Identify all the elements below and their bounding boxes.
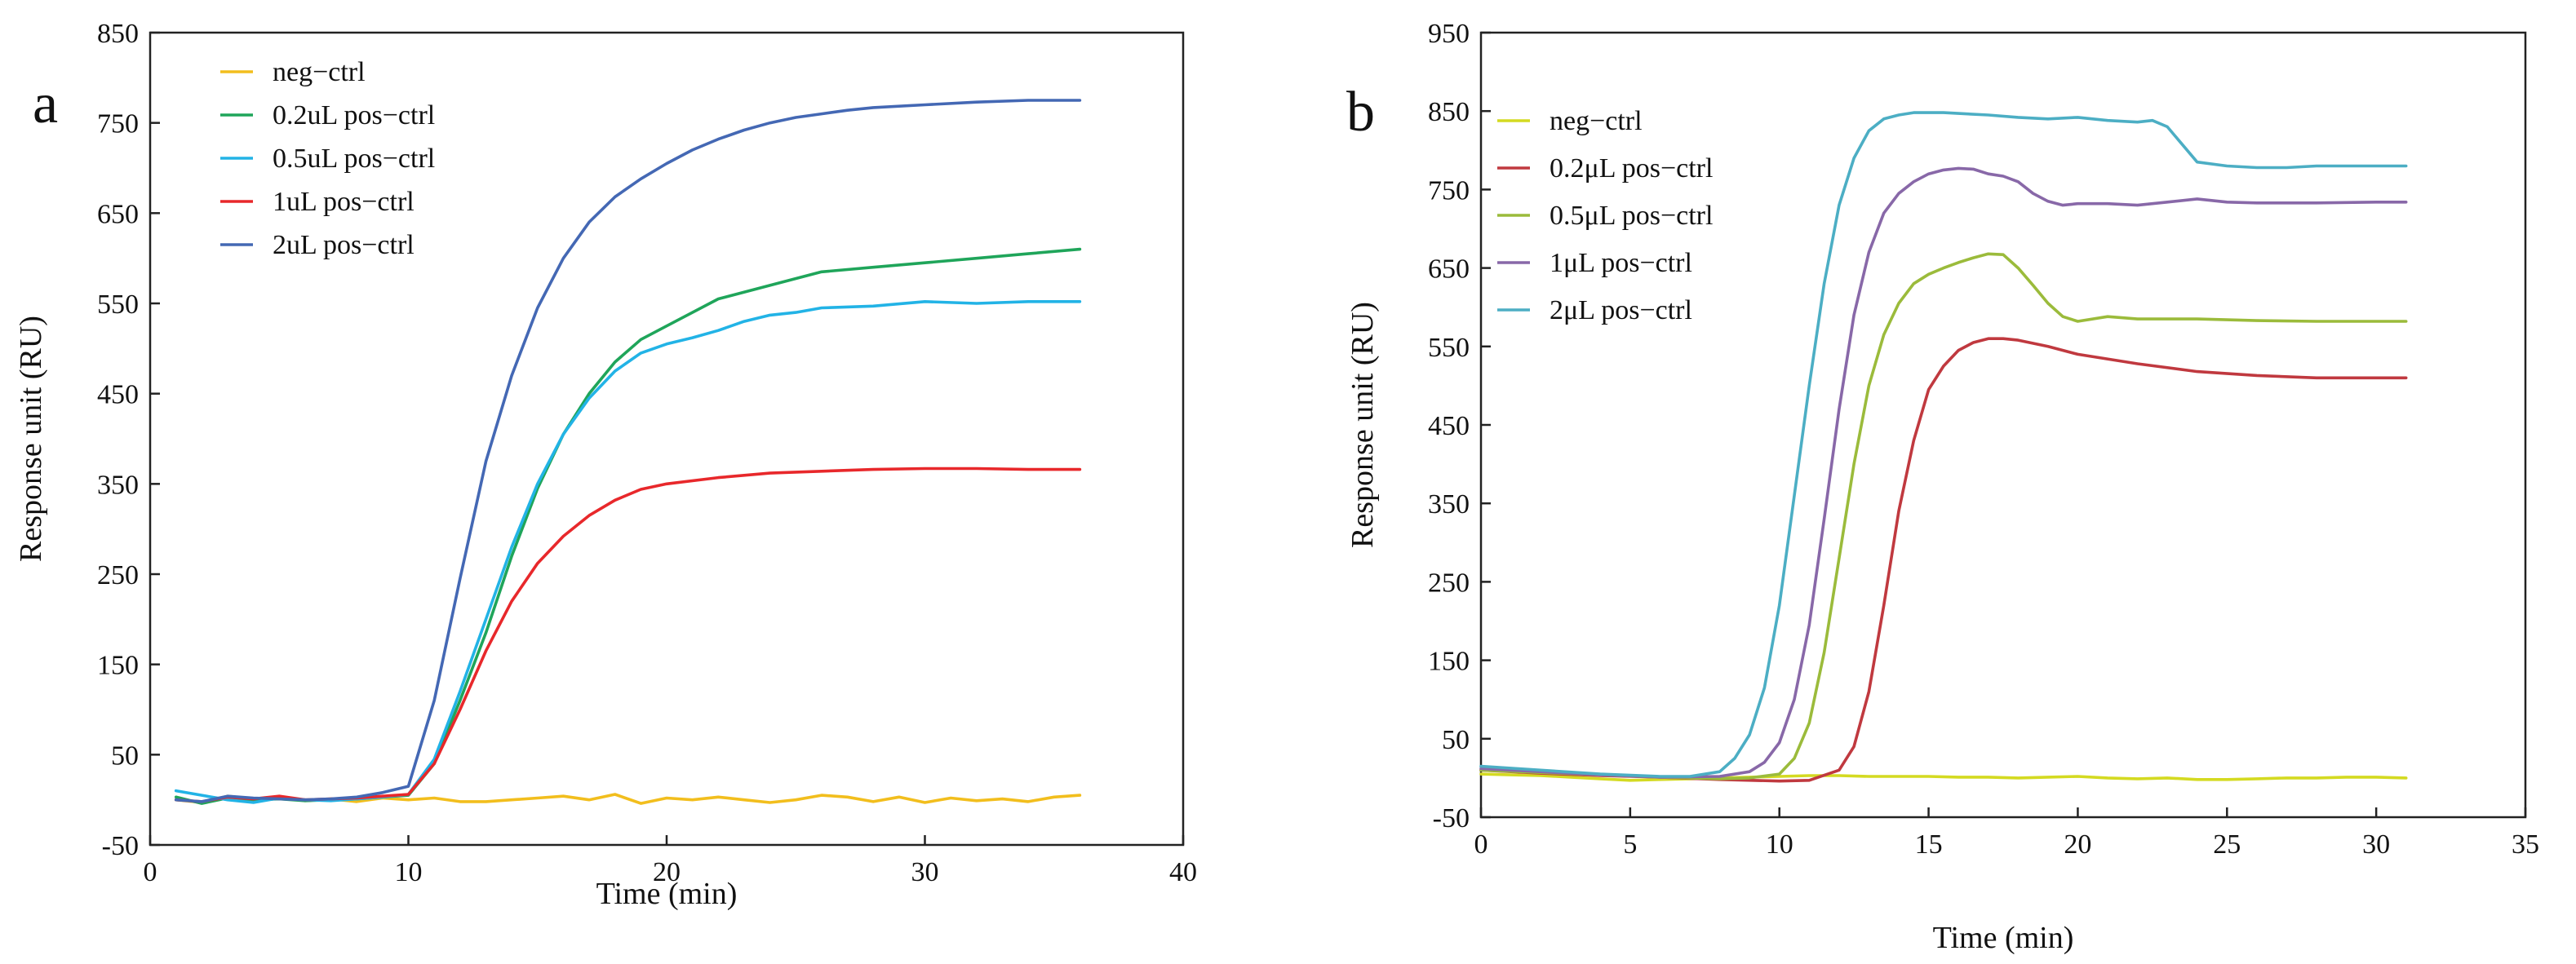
y-tick-label: 350: [1428, 489, 1470, 520]
legend: neg−ctrl 0.2uL pos−ctrl 0.5uL pos−ctrl 1uL …: [220, 57, 435, 260]
y-tick-label: 50: [1442, 725, 1470, 755]
y-tick-label: -50: [102, 831, 139, 861]
legend-entry: 0.5μL pos−ctrl: [1550, 201, 1713, 231]
plot-frame: [1479, 31, 2527, 819]
x-tick-label: 20: [653, 857, 681, 887]
y-tick-label: 950: [1428, 19, 1470, 49]
chart-panel-b: -50 50 150 250 350 450 550 650 750 850 950 0 5 10 15 20…: [1346, 19, 2539, 955]
y-tick-label: 50: [111, 741, 139, 771]
series-line-3: [1479, 252, 2408, 780]
series-line-4: [174, 467, 1082, 803]
y-tick-label: 650: [97, 199, 139, 229]
x-tick-label: 25: [2213, 829, 2241, 860]
y-tick-label: 250: [97, 560, 139, 590]
x-tick-label: 30: [911, 857, 939, 887]
y-axis-label: Response unit (RU): [14, 316, 48, 562]
x-tick-label: 10: [395, 857, 423, 887]
x-tick-label: 0: [144, 857, 157, 887]
series-line-2: [174, 247, 1082, 805]
legend: neg−ctrl 0.2μL pos−ctrl 0.5μL pos−ctrl 1μL …: [1497, 106, 1713, 325]
y-tick-label: -50: [1433, 803, 1470, 834]
x-tick-label: 15: [1915, 829, 1943, 860]
legend-entry: 0.2μL pos−ctrl: [1550, 153, 1713, 184]
x-tick-label: 40: [1169, 857, 1197, 887]
y-tick-label: 450: [97, 380, 139, 410]
legend-entry: neg−ctrl: [1550, 106, 1643, 136]
legend-entry: 1uL pos−ctrl: [273, 187, 415, 217]
legend-entry: 2μL pos−ctrl: [1550, 295, 1692, 325]
x-tick-label: 5: [1623, 829, 1637, 860]
y-tick-label: 250: [1428, 568, 1470, 598]
y-axis-label: Response unit (RU): [1346, 302, 1380, 548]
y-tick-label: 350: [97, 470, 139, 500]
chart-panel-a: -50 50 150 250 350 450 550 650 750 850 0 10 20 30 40 Ti…: [14, 19, 1197, 911]
y-tick-label: 850: [1428, 97, 1470, 127]
x-axis-label: Time (min): [596, 877, 738, 911]
panel-label: a: [33, 73, 58, 135]
x-tick-label: 10: [1766, 829, 1793, 860]
legend-entry: 1μL pos−ctrl: [1550, 248, 1692, 278]
x-tick-label: 35: [2512, 829, 2539, 860]
series-line-3: [174, 299, 1082, 804]
x-axis-label: Time (min): [1933, 921, 2074, 955]
legend-entry: 0.2uL pos−ctrl: [273, 100, 435, 130]
series-line-5: [174, 99, 1082, 803]
series-line-5: [1479, 111, 2408, 778]
series-line-2: [1479, 337, 2408, 783]
panel-label: b: [1346, 81, 1375, 144]
x-tick-label: 30: [2362, 829, 2390, 860]
y-tick-label: 550: [1428, 333, 1470, 363]
series-line-1: [1479, 772, 2408, 782]
y-tick-label: 750: [1428, 175, 1470, 206]
y-tick-label: 750: [97, 109, 139, 139]
y-tick-label: 150: [1428, 647, 1470, 677]
y-tick-label: 550: [97, 290, 139, 320]
legend-entry: 0.5uL pos−ctrl: [273, 144, 435, 174]
y-tick-label: 450: [1428, 411, 1470, 441]
series-line-4: [1479, 166, 2408, 779]
legend-entry: neg−ctrl: [273, 57, 366, 87]
y-tick-label: 150: [97, 651, 139, 681]
y-tick-label: 850: [97, 19, 139, 49]
legend-entry: 2uL pos−ctrl: [273, 230, 415, 260]
x-tick-label: 0: [1474, 829, 1488, 860]
x-tick-label: 20: [2064, 829, 2091, 860]
y-tick-label: 650: [1428, 254, 1470, 285]
